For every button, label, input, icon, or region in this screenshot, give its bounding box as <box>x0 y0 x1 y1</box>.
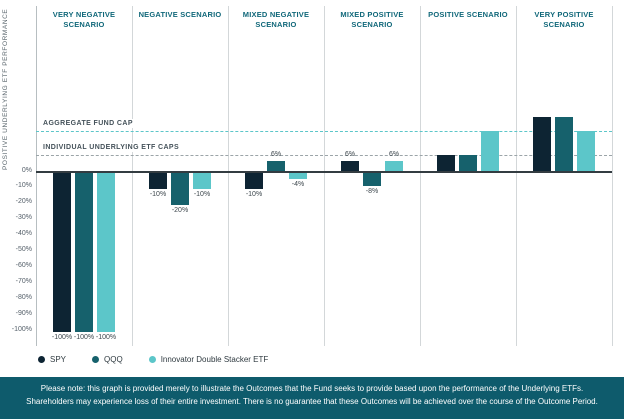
scenario-column: MIXED NEGATIVE SCENARIO -10% 6% -4% <box>228 6 324 346</box>
bar-value-label: -10% <box>193 190 211 198</box>
legend-item: Innovator Double Stacker ETF <box>148 355 269 364</box>
bar-qqq <box>75 173 93 332</box>
bar-value-label: -20% <box>171 206 189 214</box>
scenario-header: POSITIVE SCENARIO <box>428 10 508 19</box>
plot-area: AGGREGATE FUND CAP INDIVIDUAL UNDERLYING … <box>36 6 613 346</box>
legend: SPY QQQ Innovator Double Stacker ETF <box>38 355 268 364</box>
bar-value-label: -10% <box>149 190 167 198</box>
bar-value-label: -100% <box>95 334 117 341</box>
scenario-column: NEGATIVE SCENARIO -10% -20% -10% <box>132 6 228 346</box>
cap-reference-line <box>36 155 612 157</box>
y-tick-label: -100% <box>11 325 32 333</box>
scenario-header: VERY NEGATIVE SCENARIO <box>52 10 116 30</box>
bar-spy <box>149 173 167 189</box>
legend-label: SPY <box>50 355 67 364</box>
legend-swatch <box>92 356 100 363</box>
vertical-gridline <box>420 6 421 346</box>
scenario-header: NEGATIVE SCENARIO <box>138 10 222 19</box>
scenario-header: MIXED POSITIVE SCENARIO <box>340 10 404 30</box>
vertical-gridline <box>612 6 613 346</box>
scenario-header: MIXED NEGATIVE SCENARIO <box>242 10 310 30</box>
bar-value-label: -10% <box>245 190 263 198</box>
cap-reference-label: INDIVIDUAL UNDERLYING ETF CAPS <box>40 143 183 153</box>
bar-innovator-double-stacker-etf <box>577 131 595 171</box>
bar-value-label: 6% <box>270 151 282 159</box>
vertical-gridline <box>228 6 229 346</box>
bar-spy <box>437 155 455 171</box>
bar-innovator-double-stacker-etf <box>385 161 403 171</box>
bar-qqq <box>363 173 381 186</box>
bar-value-label: -8% <box>365 187 379 195</box>
bar-qqq <box>171 173 189 205</box>
cap-reference-line <box>36 131 612 133</box>
legend-item: SPY <box>38 355 66 364</box>
bar-innovator-double-stacker-etf <box>97 173 115 332</box>
bar-spy <box>341 161 359 171</box>
legend-item: QQQ <box>92 355 123 364</box>
y-tick-label: -70% <box>15 277 32 285</box>
y-tick-label: -30% <box>15 214 32 222</box>
scenario-column: VERY NEGATIVE SCENARIO -100% -100% -100% <box>36 6 132 346</box>
legend-swatch <box>38 356 45 363</box>
bar-spy <box>245 173 263 189</box>
legend-swatch <box>148 356 156 363</box>
scenario-column: POSITIVE SCENARIO <box>420 6 516 346</box>
scenario-column: MIXED POSITIVE SCENARIO 6% -8% 6% <box>324 6 420 346</box>
vertical-gridline <box>516 6 517 346</box>
y-axis-line <box>36 6 37 346</box>
bar-spy <box>533 116 551 171</box>
scenario-header: VERY POSITIVE SCENARIO <box>534 10 594 30</box>
bar-value-label: -4% <box>291 181 305 189</box>
bar-value-label: 6% <box>344 151 356 159</box>
bar-innovator-double-stacker-etf <box>481 131 499 171</box>
cap-reference-label: AGGREGATE FUND CAP <box>40 119 136 129</box>
bar-qqq <box>459 155 477 171</box>
bar-innovator-double-stacker-etf <box>193 173 211 189</box>
bar-value-label: -100% <box>73 334 95 341</box>
y-tick-label: 0% <box>21 166 32 174</box>
vertical-gridline <box>324 6 325 346</box>
bar-qqq <box>267 161 285 171</box>
bar-qqq <box>555 116 573 171</box>
zero-baseline <box>36 171 612 173</box>
y-tick-label: -80% <box>15 293 32 301</box>
y-tick-label: -20% <box>15 198 32 206</box>
vertical-gridline <box>132 6 133 346</box>
footer-line-2: Shareholders may experience loss of thei… <box>26 396 598 406</box>
y-tick-label: -10% <box>15 182 32 190</box>
y-tick-label: -60% <box>15 261 32 269</box>
y-tick-label: -40% <box>15 230 32 238</box>
footer-line-1: Please note: this graph is provided mere… <box>40 384 584 393</box>
y-tick-label: -50% <box>15 246 32 253</box>
footer-note: Please note: this graph is provided mere… <box>0 377 624 419</box>
y-axis-label: POSITIVE UNDERLYING ETF PERFORMANCE <box>2 8 9 170</box>
legend-label: Innovator Double Stacker ETF <box>160 355 269 364</box>
scenario-column: VERY POSITIVE SCENARIO <box>516 6 612 346</box>
bar-value-label: 6% <box>388 151 400 159</box>
bar-spy <box>53 173 71 332</box>
y-tick-label: -90% <box>15 309 32 317</box>
bar-value-label: -100% <box>51 334 73 341</box>
legend-label: QQQ <box>104 355 123 364</box>
bar-innovator-double-stacker-etf <box>289 173 307 180</box>
